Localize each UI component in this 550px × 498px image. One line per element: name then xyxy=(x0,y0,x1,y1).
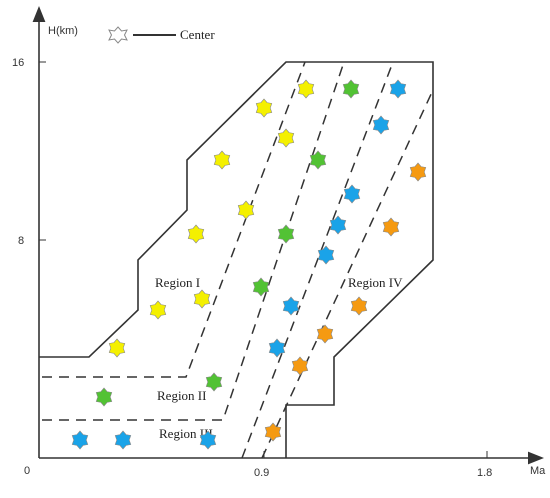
y-axis-label: H(km) xyxy=(48,25,78,37)
yellow-star-icon xyxy=(277,128,295,148)
region-label-4: Region IV xyxy=(348,275,403,290)
yellow-star-icon xyxy=(193,289,211,309)
region-label-3: Region III xyxy=(159,426,213,441)
green-star-icon xyxy=(252,277,270,297)
orange-star-icon xyxy=(382,217,400,237)
divider-region-2-3 xyxy=(42,61,345,421)
region-dividers xyxy=(42,61,434,459)
orange-star-icon xyxy=(291,356,309,376)
region-label-1: Region I xyxy=(155,275,200,290)
blue-star-icon xyxy=(317,245,335,265)
green-star-icon xyxy=(205,372,223,392)
y-tick-label-16: 16 xyxy=(12,57,24,69)
legend: Center xyxy=(108,26,215,44)
orange-star-icon xyxy=(316,324,334,344)
legend-label: Center xyxy=(180,27,215,42)
x-tick-label-1.8: 1.8 xyxy=(477,467,492,479)
yellow-star-icon xyxy=(255,98,273,118)
sample-points xyxy=(71,79,427,450)
green-star-icon xyxy=(95,387,113,407)
orange-star-icon xyxy=(264,422,282,442)
region-label-2: Region II xyxy=(157,388,206,403)
blue-star-icon xyxy=(199,430,217,450)
yellow-star-icon xyxy=(297,79,315,99)
orange-star-icon xyxy=(350,296,368,316)
blue-star-icon xyxy=(268,338,286,358)
green-star-icon xyxy=(309,150,327,170)
blue-star-icon xyxy=(389,79,407,99)
origin-label: 0 xyxy=(24,465,30,477)
green-star-icon xyxy=(277,224,295,244)
y-tick-label-8: 8 xyxy=(18,235,24,247)
orange-star-icon xyxy=(409,162,427,182)
blue-star-icon xyxy=(372,115,390,135)
yellow-star-icon xyxy=(237,200,255,220)
yellow-star-icon xyxy=(187,224,205,244)
star-outline-icon xyxy=(108,26,128,44)
blue-star-icon xyxy=(329,215,347,235)
yellow-star-icon xyxy=(149,300,167,320)
x-tick-label-0.9: 0.9 xyxy=(254,467,269,479)
blue-star-icon xyxy=(343,184,361,204)
blue-star-icon xyxy=(71,430,89,450)
green-star-icon xyxy=(342,79,360,99)
divider-region-1-2 xyxy=(42,61,306,378)
divider-region-3-4-left xyxy=(241,61,394,459)
blue-star-icon xyxy=(114,430,132,450)
envelope-boundary xyxy=(39,61,434,458)
yellow-star-icon xyxy=(108,338,126,358)
blue-star-icon xyxy=(282,296,300,316)
x-axis-label: Ma xyxy=(530,465,546,477)
yellow-star-icon xyxy=(213,150,231,170)
